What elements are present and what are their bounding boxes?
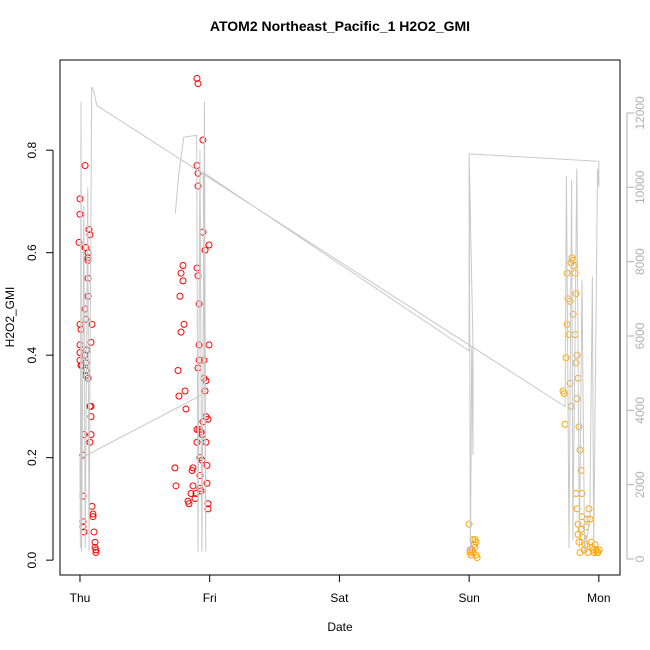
data-point: [87, 413, 95, 421]
altitude-line: [79, 86, 600, 552]
data-point: [203, 461, 211, 469]
data-point: [87, 402, 95, 410]
data-point: [177, 328, 185, 336]
data-point: [89, 513, 97, 521]
y2-tick-label: 6000: [633, 322, 647, 349]
data-point: [88, 320, 96, 328]
data-point: [176, 292, 184, 300]
data-point: [196, 472, 204, 480]
data-point: [174, 367, 182, 375]
data-point: [560, 390, 568, 398]
data-point: [591, 541, 599, 549]
data-point: [473, 554, 481, 562]
chart-title: ATOM2 Northeast_Pacific_1 H2O2_GMI: [210, 18, 470, 34]
data-point: [181, 387, 189, 395]
y-tick-label: 0.8: [25, 142, 39, 159]
data-point: [172, 482, 180, 490]
data-point: [81, 162, 89, 170]
data-point: [205, 241, 213, 249]
y2-tick-label: 12000: [633, 96, 647, 130]
data-point: [177, 269, 185, 277]
data-point: [90, 528, 98, 536]
data-point: [573, 351, 581, 359]
data-point: [75, 238, 83, 246]
data-point: [196, 454, 204, 462]
data-point: [179, 277, 187, 285]
data-point: [171, 464, 179, 472]
data-point: [92, 548, 100, 556]
data-point: [76, 210, 84, 218]
data-point: [203, 479, 211, 487]
data-point: [579, 533, 587, 541]
data-point: [574, 520, 582, 528]
y-tick-label: 0.4: [25, 347, 39, 364]
data-point: [185, 500, 193, 508]
data-point: [189, 482, 197, 490]
y-tick-label: 0.2: [25, 449, 39, 466]
data-point: [89, 510, 97, 518]
data-point: [76, 195, 84, 203]
data-point: [595, 546, 603, 554]
data-point: [193, 74, 201, 82]
data-point: [187, 490, 195, 498]
data-point: [572, 359, 580, 367]
x-tick-label: Mon: [587, 591, 610, 605]
data-point: [85, 226, 93, 234]
data-point: [465, 520, 473, 528]
y-tick-label: 0.0: [25, 551, 39, 568]
y2-tick-label: 10000: [633, 170, 647, 204]
data-point: [199, 136, 207, 144]
data-point: [182, 405, 190, 413]
data-point: [562, 354, 570, 362]
y2-tick-label: 8000: [633, 248, 647, 275]
data-point: [569, 310, 577, 318]
y-tick-label: 0.6: [25, 244, 39, 261]
data-point: [194, 80, 202, 88]
y-axis-label: H2O2_GMI: [3, 287, 17, 348]
data-point: [194, 182, 202, 190]
data-point: [91, 538, 99, 546]
x-tick-label: Fri: [203, 591, 217, 605]
data-point: [471, 543, 479, 551]
data-point: [175, 392, 183, 400]
data-point: [189, 464, 197, 472]
x-tick-label: Thu: [70, 591, 91, 605]
data-point: [180, 320, 188, 328]
data-point: [204, 505, 212, 513]
y2-tick-label: 2000: [633, 471, 647, 498]
x-tick-label: Sun: [458, 591, 479, 605]
data-point: [179, 261, 187, 269]
y2-tick-label: 4000: [633, 397, 647, 424]
data-point: [92, 546, 100, 554]
data-point: [193, 438, 201, 446]
data-point: [87, 431, 95, 439]
data-point: [205, 341, 213, 349]
x-axis-label: Date: [327, 620, 353, 634]
x-tick-label: Sat: [330, 591, 349, 605]
data-point: [80, 528, 88, 536]
data-point: [585, 505, 593, 513]
y2-tick-label: 0: [633, 555, 647, 562]
